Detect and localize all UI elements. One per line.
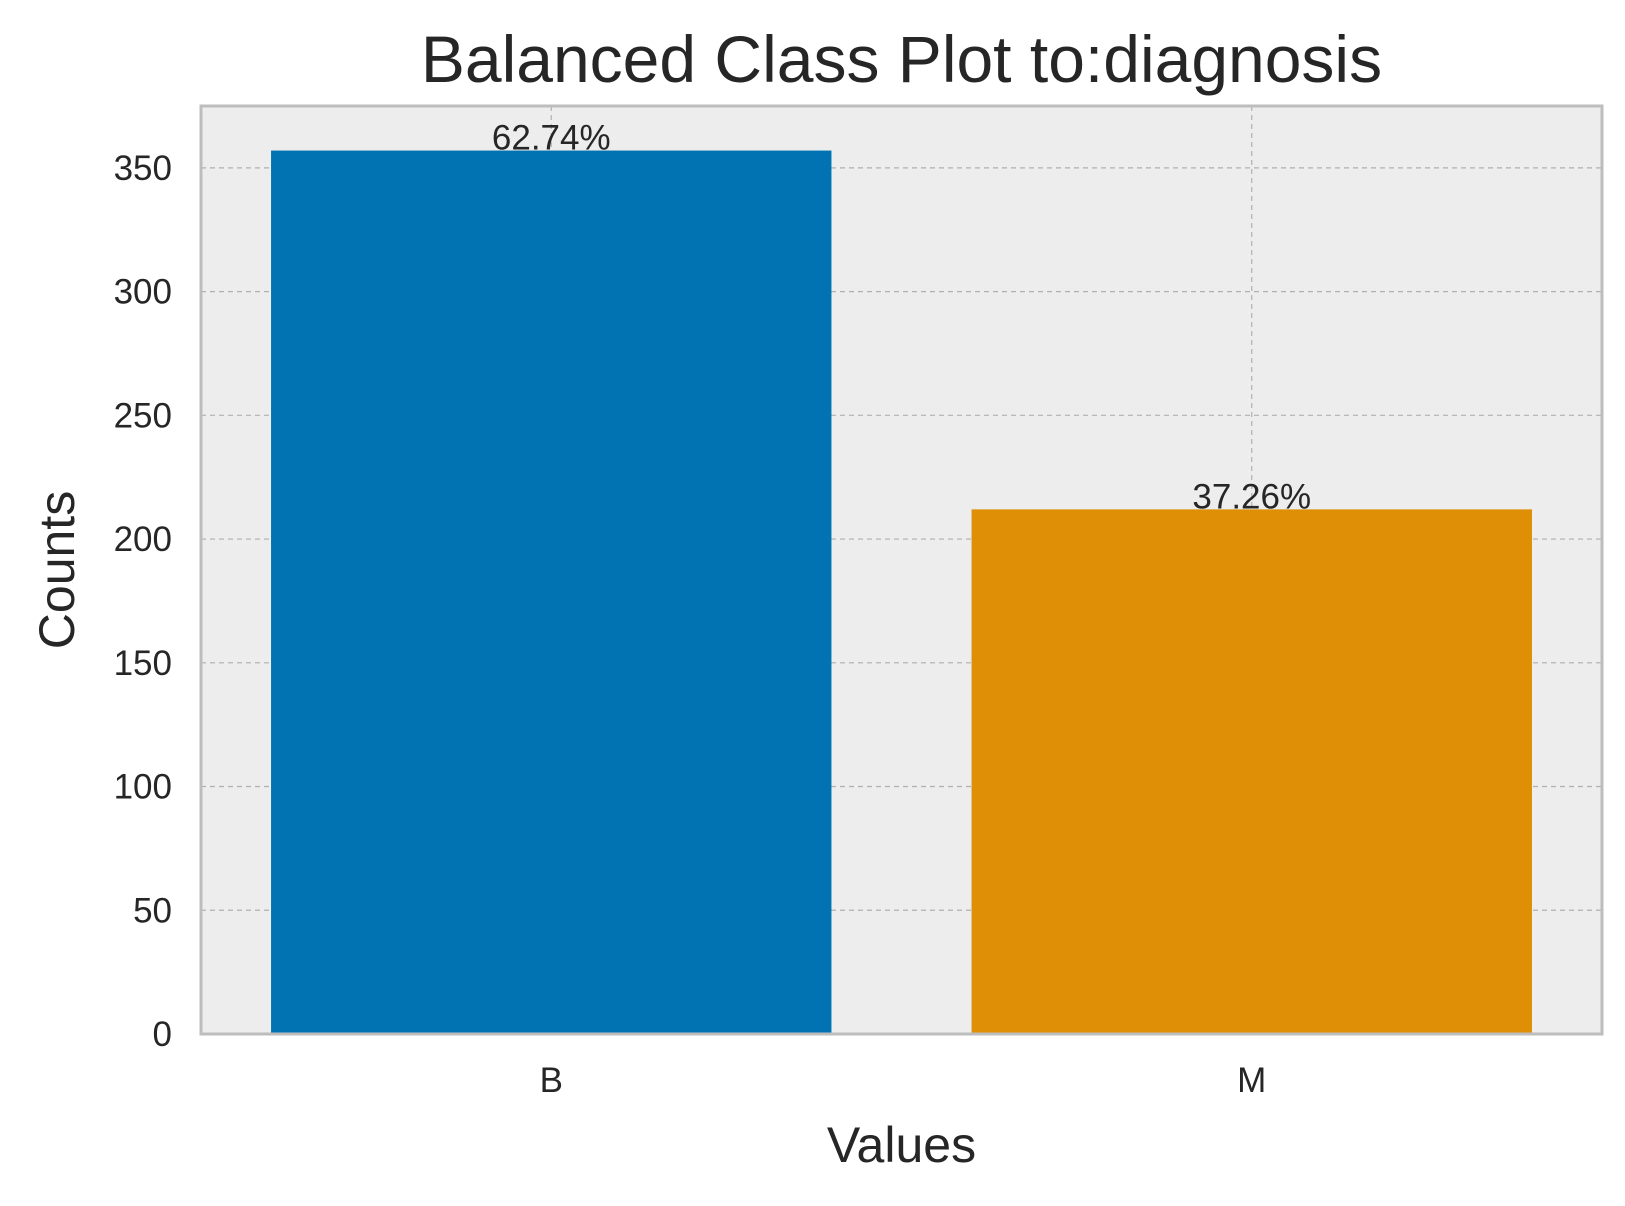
y-tick-label: 300 xyxy=(114,273,172,312)
y-axis-label: Counts xyxy=(29,491,85,649)
bar-series xyxy=(271,150,1532,1034)
y-tick-label: 200 xyxy=(114,520,172,559)
chart-title: Balanced Class Plot to:diagnosis xyxy=(421,22,1382,96)
y-tick-label: 150 xyxy=(114,644,172,683)
x-tick-label: B xyxy=(540,1061,563,1100)
y-axis-ticks: 0 50 100 150 200 250 300 350 xyxy=(114,149,172,1054)
bar-m xyxy=(971,509,1532,1034)
y-tick-label: 0 xyxy=(153,1015,172,1054)
x-axis-label: Values xyxy=(827,1117,976,1173)
plot-frame xyxy=(199,104,1604,1036)
y-tick-label: 100 xyxy=(114,768,172,807)
y-tick-label: 350 xyxy=(114,149,172,188)
y-tick-label: 250 xyxy=(114,396,172,435)
x-tick-label: M xyxy=(1237,1061,1266,1100)
data-label-b: 62.74% xyxy=(492,119,611,158)
data-label-m: 37.26% xyxy=(1192,477,1311,516)
y-tick-label: 50 xyxy=(133,891,172,930)
data-labels: 62.74% 37.26% xyxy=(492,119,1311,517)
bar-b xyxy=(271,150,832,1034)
